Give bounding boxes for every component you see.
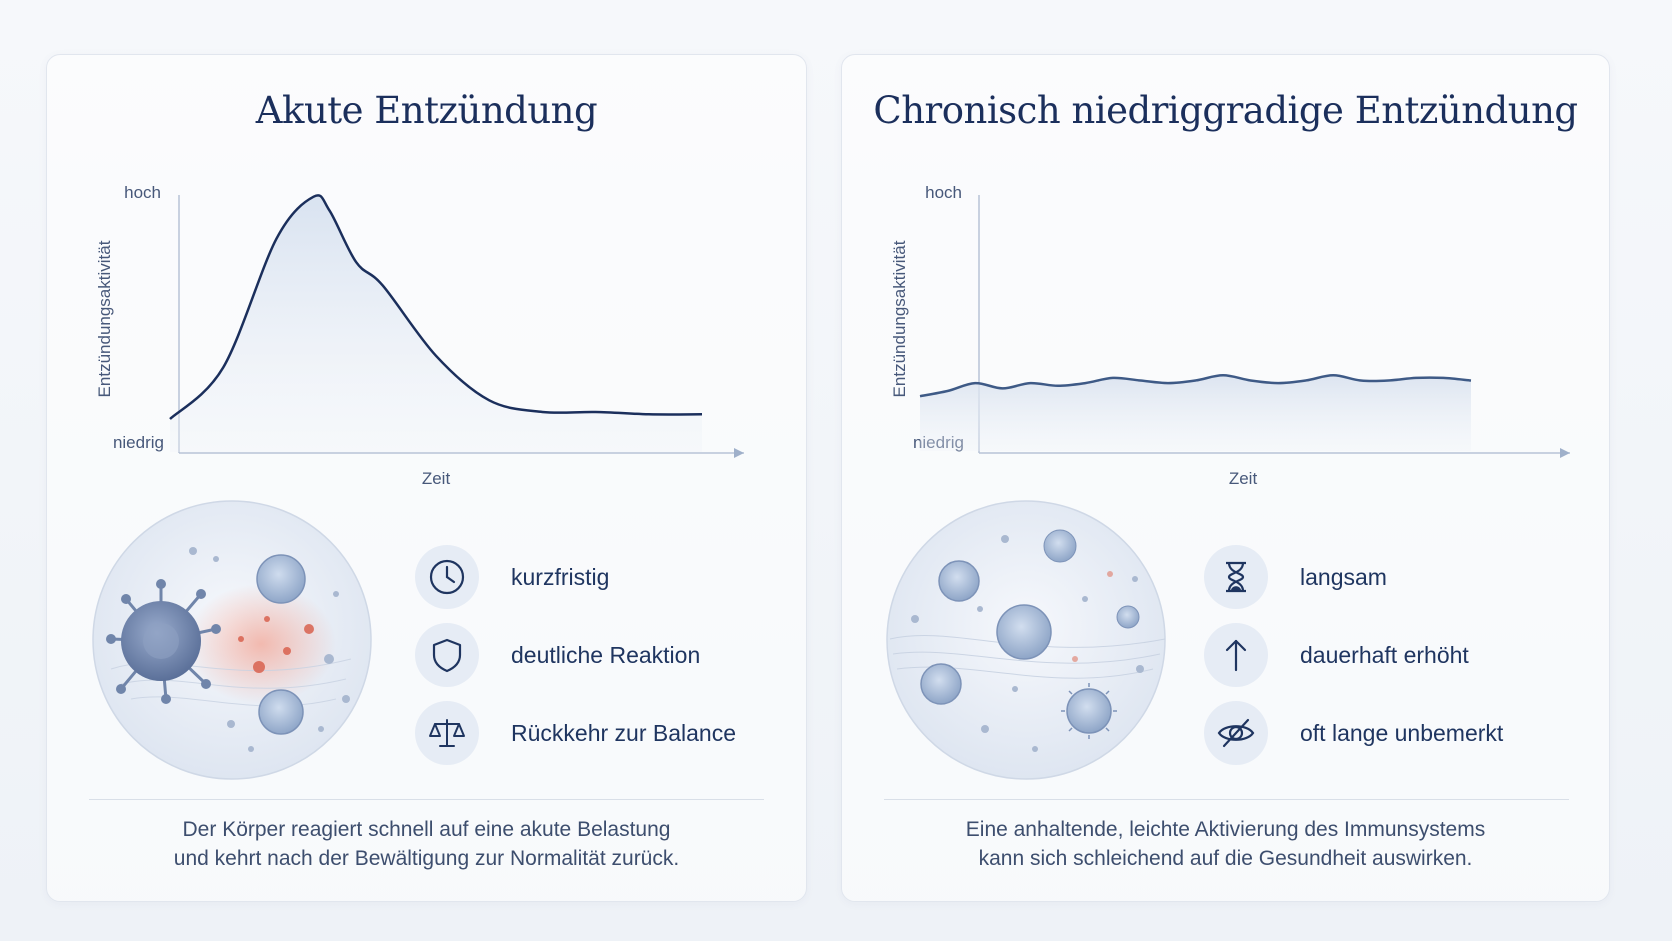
y-axis-label: Entzündungsaktivität: [95, 240, 114, 397]
feature-label: dauerhaft erhöht: [1300, 641, 1469, 668]
divider: [884, 799, 1569, 800]
y-high-label: hoch: [925, 183, 962, 202]
feature-item: langsam: [1204, 545, 1564, 609]
feature-item: Rückkehr zur Balance: [415, 701, 775, 765]
feature-item: deutliche Reaktion: [415, 623, 775, 687]
y-low-label: niedrig: [113, 433, 164, 452]
x-axis-arrow: [1560, 448, 1570, 458]
feature-label: deutliche Reaktion: [511, 641, 701, 668]
hourglass-icon: [1204, 545, 1268, 609]
feature-item: dauerhaft erhöht: [1204, 623, 1564, 687]
feature-label: Rückkehr zur Balance: [511, 719, 736, 746]
x-axis-label: Zeit: [1229, 469, 1258, 488]
acute-chart: hoch niedrig Entzündungsaktivität Zeit: [95, 183, 744, 488]
arrow-up-icon: [1204, 623, 1268, 687]
panel-title: Chronisch niedriggradige Entzündung: [873, 89, 1578, 132]
acute-panel: Akute Entzündung hoch niedrig Entzündung…: [46, 54, 807, 902]
series-area: [170, 195, 702, 453]
feature-label: langsam: [1300, 563, 1387, 590]
caption-line: kann sich schleichend auf die Gesundheit…: [978, 847, 1473, 870]
shield-icon: [415, 623, 479, 687]
chronic-cell-illustration: [886, 500, 1166, 780]
panel-title: Akute Entzündung: [255, 89, 598, 132]
feature-item: kurzfristig: [415, 545, 775, 609]
x-axis-arrow: [734, 448, 744, 458]
x-axis-label: Zeit: [422, 469, 451, 488]
series-area: [920, 375, 1471, 451]
y-high-label: hoch: [124, 183, 161, 202]
caption: Der Körper reagiert schnell auf eine aku…: [67, 815, 786, 873]
acute-cell-illustration: [92, 500, 372, 780]
balance-scale-icon: [415, 701, 479, 765]
feature-label: oft lange unbemerkt: [1300, 719, 1504, 746]
feature-item: oft lange unbemerkt: [1204, 701, 1564, 765]
series-line: [919, 374, 1472, 398]
caption: Eine anhaltende, leichte Aktivierung des…: [862, 815, 1589, 873]
caption-line: und kehrt nach der Bewältigung zur Norma…: [173, 847, 680, 870]
chronic-chart: hoch niedrig Entzündungsaktivität Zeit: [890, 183, 1570, 488]
chronic-panel: Chronisch niedriggradige Entzündung hoch…: [841, 54, 1610, 902]
y-axis-label: Entzündungsaktivität: [890, 240, 909, 397]
divider: [89, 799, 764, 800]
caption-line: Der Körper reagiert schnell auf eine aku…: [182, 818, 671, 841]
feature-label: kurzfristig: [511, 563, 610, 590]
caption-line: Eine anhaltende, leichte Aktivierung des…: [965, 818, 1486, 841]
series-line: [169, 194, 703, 420]
eye-slash-icon: [1204, 701, 1268, 765]
clock-icon: [415, 545, 479, 609]
